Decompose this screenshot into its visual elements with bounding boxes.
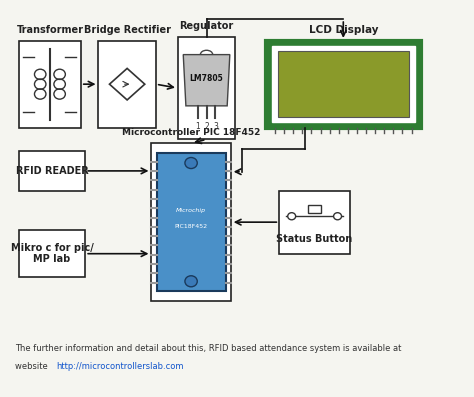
FancyBboxPatch shape bbox=[19, 41, 81, 127]
FancyBboxPatch shape bbox=[178, 37, 235, 139]
Text: PIC18F452: PIC18F452 bbox=[174, 224, 208, 229]
FancyBboxPatch shape bbox=[99, 41, 156, 127]
Text: website: website bbox=[15, 362, 50, 371]
Text: 1: 1 bbox=[195, 121, 200, 131]
Circle shape bbox=[185, 158, 197, 169]
Text: The further information and detail about this, RFID based attendance system is a: The further information and detail about… bbox=[15, 344, 401, 353]
FancyBboxPatch shape bbox=[151, 143, 231, 301]
Circle shape bbox=[288, 213, 296, 220]
Text: http://microcontrollerslab.com: http://microcontrollerslab.com bbox=[56, 362, 184, 371]
Circle shape bbox=[185, 276, 197, 287]
FancyBboxPatch shape bbox=[279, 191, 350, 254]
Text: RFID READER: RFID READER bbox=[16, 166, 89, 176]
FancyBboxPatch shape bbox=[157, 153, 226, 291]
Text: Microcontroller PIC 18F452: Microcontroller PIC 18F452 bbox=[122, 128, 260, 137]
Text: 2: 2 bbox=[204, 121, 209, 131]
FancyBboxPatch shape bbox=[272, 46, 415, 122]
Polygon shape bbox=[183, 55, 230, 106]
Text: Regulator: Regulator bbox=[180, 21, 234, 31]
Text: LM7805: LM7805 bbox=[190, 74, 223, 83]
Text: Transformer: Transformer bbox=[17, 25, 83, 35]
Text: Mikro c for pic/
MP lab: Mikro c for pic/ MP lab bbox=[11, 243, 93, 264]
Text: Status Button: Status Button bbox=[276, 234, 353, 244]
Text: LCD Display: LCD Display bbox=[309, 25, 378, 35]
FancyBboxPatch shape bbox=[19, 230, 85, 278]
Text: 3: 3 bbox=[213, 121, 218, 131]
FancyBboxPatch shape bbox=[266, 41, 420, 127]
FancyBboxPatch shape bbox=[278, 51, 409, 117]
Text: Bridge Rectifier: Bridge Rectifier bbox=[83, 25, 171, 35]
Text: Microchip: Microchip bbox=[176, 208, 206, 213]
Polygon shape bbox=[109, 68, 145, 100]
Circle shape bbox=[334, 213, 342, 220]
FancyBboxPatch shape bbox=[19, 151, 85, 191]
FancyBboxPatch shape bbox=[309, 205, 321, 213]
